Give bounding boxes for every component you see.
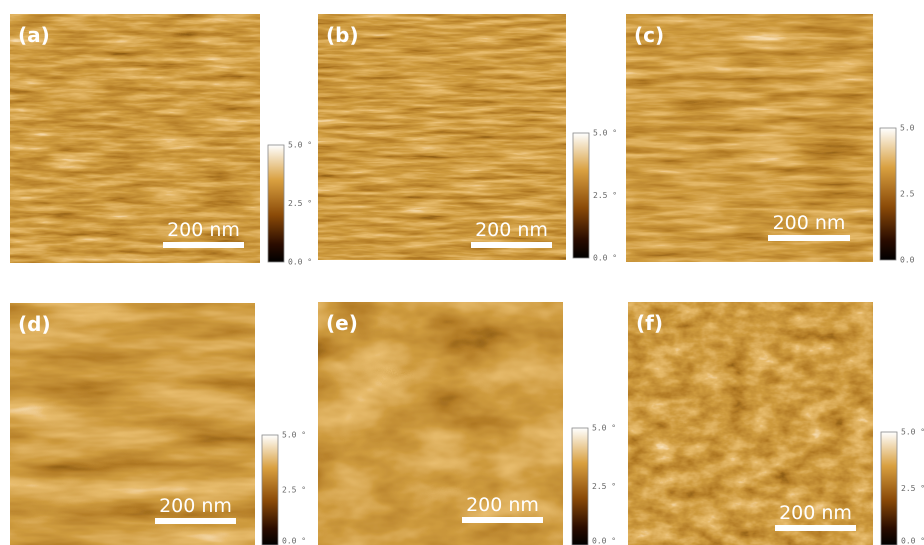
colorbar-tick-label: 2.5 ° — [288, 199, 312, 208]
scale-bar — [155, 518, 236, 524]
colorbar-tick-label: 0.0 ° — [901, 537, 924, 545]
panel-label: (f) — [636, 311, 663, 335]
colorbar-tick-label: 2.5 ° — [901, 484, 924, 493]
panel-label: (e) — [326, 311, 358, 335]
colorbar-tick-label: 5.0 — [900, 124, 915, 133]
panel: (a) 200 nm 5.0 ° 2.5 ° 0.0 ° — [10, 14, 312, 267]
scale-bar-label: 200 nm — [779, 502, 852, 524]
scale-bar-label: 200 nm — [167, 219, 240, 241]
colorbar — [880, 128, 896, 260]
panel: (f) 200 nm 5.0 ° 2.5 ° 0.0 ° — [628, 302, 924, 545]
scale-bar-label: 200 nm — [159, 495, 232, 517]
colorbar-tick-label: 0.0 ° — [592, 537, 616, 545]
colorbar-tick-label: 2.5 — [900, 190, 915, 199]
figure: (a) 200 nm 5.0 ° 2.5 ° 0.0 ° (b) 200 nm 5.0 ° 2.… — [0, 0, 924, 545]
scale-bar-label: 200 nm — [475, 219, 548, 241]
colorbar-tick-label: 0.0 ° — [288, 258, 312, 267]
panel: (c) 200 nm 5.0 2.5 0.0 — [626, 14, 915, 265]
panel-label: (c) — [634, 23, 664, 47]
colorbar-tick-label: 2.5 ° — [593, 191, 617, 200]
colorbar-tick-label: 5.0 ° — [901, 428, 924, 437]
panel: (d) 200 nm 5.0 ° 2.5 ° 0.0 ° — [10, 303, 306, 545]
colorbar-tick-label: 2.5 ° — [592, 482, 616, 491]
colorbar — [572, 428, 588, 545]
colorbar-tick-label: 0.0 ° — [593, 254, 617, 263]
colorbar-tick-label: 5.0 ° — [288, 141, 312, 150]
scale-bar — [775, 525, 856, 531]
colorbar — [881, 432, 897, 545]
scale-bar-label: 200 nm — [466, 494, 539, 516]
colorbar — [262, 435, 278, 545]
colorbar — [268, 145, 284, 262]
panel-label: (b) — [326, 23, 359, 47]
colorbar-tick-label: 0.0 ° — [282, 537, 306, 545]
panel-label: (a) — [18, 23, 50, 47]
colorbar-tick-label: 5.0 ° — [282, 431, 306, 440]
colorbar — [573, 133, 589, 258]
scale-bar — [768, 235, 850, 241]
colorbar-tick-label: 5.0 ° — [592, 424, 616, 433]
scale-bar-label: 200 nm — [773, 212, 846, 234]
panel: (b) 200 nm 5.0 ° 2.5 ° 0.0 ° — [318, 14, 617, 263]
colorbar-tick-label: 2.5 ° — [282, 486, 306, 495]
scale-bar — [163, 242, 244, 248]
colorbar-tick-label: 0.0 — [900, 256, 915, 265]
scale-bar — [462, 517, 543, 523]
scale-bar — [471, 242, 552, 248]
panel: (e) 200 nm 5.0 ° 2.5 ° 0.0 ° — [318, 302, 616, 545]
colorbar-tick-label: 5.0 ° — [593, 129, 617, 138]
panel-label: (d) — [18, 312, 51, 336]
